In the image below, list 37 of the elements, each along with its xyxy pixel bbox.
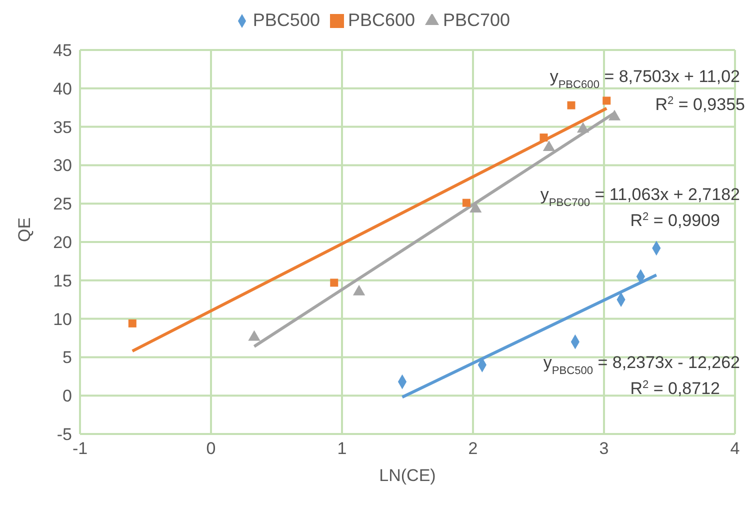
point [608,110,621,120]
x-tick-label: 3 [599,439,609,458]
legend-label: PBC500 [252,10,320,30]
point [128,319,136,328]
x-tick-label: 2 [468,439,478,458]
legend-label: PBC700 [443,10,510,30]
x-tick-label: 0 [206,439,216,458]
y-tick-label: 5 [62,348,72,368]
y-tick-label: 30 [53,156,72,176]
y-tick-label: -5 [56,425,72,444]
y-tick-label: 20 [53,233,72,252]
y-tick-label: 0 [62,386,72,406]
legend-label: PBC600 [348,10,416,30]
x-tick-label: 1 [337,439,347,458]
y-axis-title: QE [15,217,34,242]
annotation: R$^{2}$ = 0,8712 [630,379,720,398]
annotation: R$^{2}$ = 0,9355 [655,95,745,114]
point [330,278,338,287]
y-tick-label: 10 [53,310,72,329]
point [540,134,548,142]
y-tick-label: 35 [53,118,72,137]
point [602,96,611,105]
y-tick-label: 15 [53,271,72,290]
annotation: y$_{PBC500}$ = 8,2373x - 12,262 [543,353,740,377]
annotation: y$_{PBC700}$ = 11,063x + 2,7182 [540,185,740,209]
x-axis-title: LN(CE) [379,466,436,485]
point [542,140,556,152]
point [462,198,470,207]
x-tick-label: -1 [72,439,88,458]
y-tick-label: 25 [53,194,72,214]
point [576,122,590,133]
y-tick-label: 45 [53,41,72,60]
annotation: y$_{PBC600}$ = 8,7503x + 11,02 [550,67,740,91]
y-tick-label: 40 [53,79,72,98]
annotation: R$^{2}$ = 0,9909 [630,211,720,230]
x-tick-label: 4 [730,439,740,458]
point [567,101,576,110]
